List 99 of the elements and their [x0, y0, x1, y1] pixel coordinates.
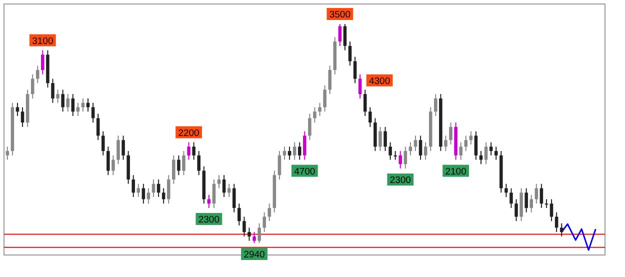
candlestick: [388, 142, 392, 160]
candlestick: [514, 198, 518, 222]
candlestick: [398, 150, 402, 170]
candlestick: [166, 174, 170, 204]
candlestick: [384, 126, 387, 152]
text: 2940: [244, 250, 265, 260]
candlestick: [66, 94, 70, 112]
candlestick: [504, 183, 508, 198]
candlestick: [177, 154, 180, 176]
candlestick: [56, 89, 60, 104]
candlestick: [268, 203, 272, 222]
candlestick: [479, 150, 483, 165]
text: 3500: [329, 10, 350, 20]
candlestick: [122, 135, 125, 160]
annotation: 4700: [294, 166, 316, 178]
candlestick: [288, 146, 292, 160]
candlestick: [51, 78, 54, 104]
candlestick: [91, 102, 95, 124]
candlestick: [172, 154, 176, 184]
candlestick: [192, 142, 196, 160]
candlestick: [232, 183, 236, 213]
candlestick: [6, 146, 10, 160]
candlestick: [343, 24, 347, 51]
candlestick: [217, 174, 221, 189]
candlestick: [16, 102, 20, 116]
candlestick: [313, 106, 316, 124]
candlestick: [363, 89, 367, 116]
candlestick: [112, 154, 115, 176]
candlestick: [96, 113, 100, 141]
candlestick: [550, 198, 554, 222]
candlestick: [292, 142, 296, 160]
candlestick: [368, 106, 372, 128]
candlestick: [308, 113, 312, 141]
candlestick: [303, 130, 306, 160]
annotation: 2100: [445, 166, 466, 178]
candlestick: [132, 174, 135, 198]
candlestick: [106, 146, 110, 176]
candlestick: [554, 212, 558, 233]
candlestick: [394, 150, 397, 160]
candlestick: [282, 146, 286, 160]
candlestick: [353, 56, 357, 84]
candlestick: [474, 130, 478, 160]
candlestick: [76, 102, 80, 116]
annotation: 2300: [390, 175, 411, 186]
candlestick: [41, 50, 44, 75]
candlestick: [524, 188, 528, 213]
candlestick: [36, 65, 40, 84]
candlestick: [262, 212, 266, 233]
candlestick: [484, 142, 488, 165]
candlestick: [222, 174, 226, 198]
candlestick: [101, 130, 105, 156]
candlestick: [71, 94, 75, 116]
candlestick: [298, 142, 302, 160]
candlestick: [328, 65, 332, 95]
candlestick: [444, 135, 448, 152]
candlestick: [414, 135, 418, 152]
candlestick: [530, 194, 534, 213]
candlestick: [544, 198, 548, 208]
candlestick: [278, 150, 282, 180]
candlestick: [418, 135, 422, 160]
candlestick: [238, 203, 241, 226]
candlestick: [560, 222, 564, 237]
candlestick: [242, 216, 246, 237]
candlestick: [30, 74, 34, 99]
candlestick: [182, 150, 186, 176]
candlestick: [207, 194, 211, 208]
candlestick: [252, 232, 256, 244]
annotation: 2200: [178, 128, 200, 139]
candlestick: [258, 222, 261, 244]
candlestick: [20, 106, 24, 128]
annotation: 4300: [368, 76, 390, 87]
candlestick: [348, 41, 352, 66]
candlestick: [540, 183, 544, 208]
candlestick: [187, 142, 190, 160]
candlestick: [212, 178, 216, 208]
candlestick: [489, 142, 493, 156]
candlestick: [494, 146, 498, 160]
candlestick: [116, 135, 120, 165]
candlestick: [449, 122, 452, 145]
candlestick: [318, 102, 322, 116]
candlestick: [434, 94, 438, 116]
candlestick: [510, 188, 513, 208]
annotation: 3100: [32, 36, 54, 47]
candlestick: [464, 135, 468, 152]
candlestick: [358, 74, 362, 99]
candlestick: [248, 227, 251, 242]
candlestick: [408, 142, 412, 156]
candlestick: [323, 84, 326, 112]
candlestick: [424, 142, 428, 160]
candlestick: [378, 126, 382, 152]
annotation: 2300: [198, 214, 220, 226]
candlestick: [338, 24, 342, 46]
candlestick: [404, 146, 408, 170]
candlestick: [146, 188, 150, 204]
candlestick: [469, 130, 473, 145]
candlestick: [162, 188, 166, 204]
candlestick: [61, 89, 64, 112]
candlestick: [197, 150, 200, 176]
candlestick: [459, 142, 462, 160]
